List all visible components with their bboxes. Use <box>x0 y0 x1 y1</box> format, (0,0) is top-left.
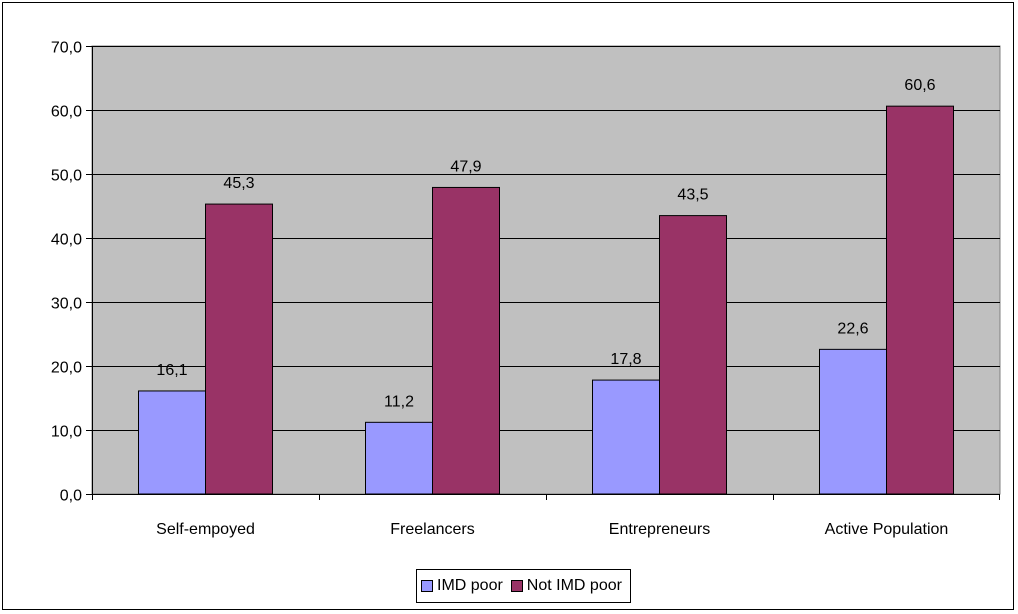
bar <box>592 379 660 495</box>
y-tick-label: 40,0 <box>51 232 82 249</box>
data-label: 60,6 <box>904 77 935 94</box>
legend-swatch-not-imd-poor <box>510 580 523 592</box>
data-label: 11,2 <box>384 393 414 410</box>
bar <box>886 105 954 495</box>
y-tick-label: 30,0 <box>51 296 82 313</box>
legend-item-not-imd-poor: Not IMD poor <box>510 577 622 595</box>
data-label: 47,9 <box>450 158 481 175</box>
x-tick-label: Self-empoyed <box>156 521 255 538</box>
bar <box>365 421 433 495</box>
x-tick-label: Freelancers <box>390 521 474 538</box>
y-tick-label: 10,0 <box>51 424 82 441</box>
data-label: 16,1 <box>156 362 187 379</box>
bar <box>819 348 887 495</box>
legend: IMD poor Not IMD poor <box>416 569 631 603</box>
data-label: 22,6 <box>837 320 868 337</box>
legend-label-imd-poor: IMD poor <box>437 577 503 594</box>
y-tick-label: 20,0 <box>51 360 82 377</box>
x-tick-label: Active Population <box>825 521 949 538</box>
y-tick-label: 70,0 <box>51 40 82 57</box>
legend-item-imd-poor: IMD poor <box>421 577 503 595</box>
y-tick-label: 0,0 <box>60 488 82 505</box>
x-tick-label: Entrepreneurs <box>609 521 710 538</box>
legend-label-not-imd-poor: Not IMD poor <box>526 577 622 594</box>
y-tick-label: 50,0 <box>51 168 82 185</box>
bar <box>205 203 273 495</box>
bar <box>138 390 206 495</box>
y-tick-label: 60,0 <box>51 104 82 121</box>
data-label: 43,5 <box>677 187 708 204</box>
legend-swatch-imd-poor <box>421 580 433 592</box>
bar <box>659 215 727 495</box>
bar <box>432 186 500 495</box>
data-label: 17,8 <box>610 351 641 368</box>
data-label: 45,3 <box>223 175 254 192</box>
